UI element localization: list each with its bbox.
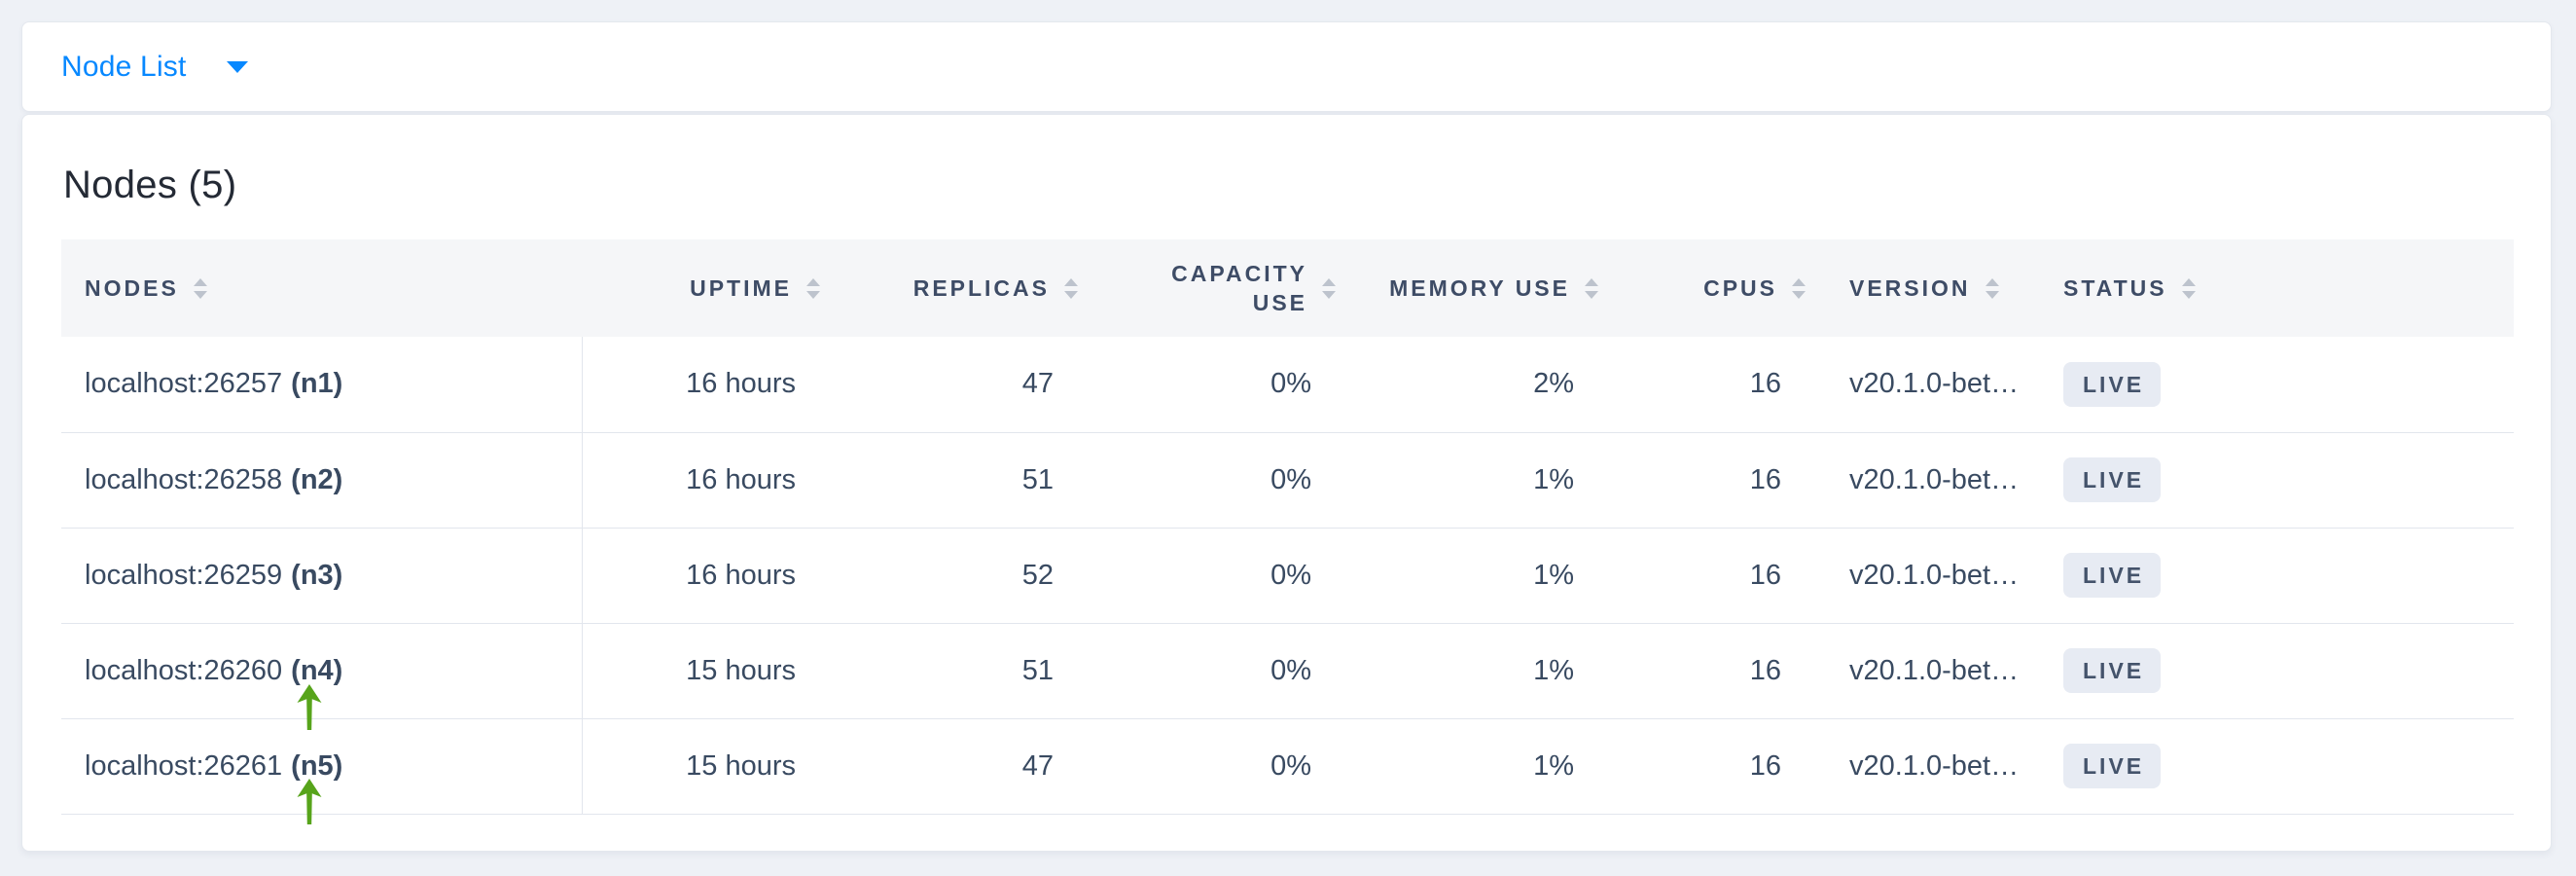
table-row: localhost:26258 (n2) 16 hours 51 0% 1% 16… xyxy=(61,432,2514,529)
column-header-uptime[interactable]: UPTIME xyxy=(582,239,823,337)
cpus-cell: 16 xyxy=(1601,528,1808,624)
cpus-cell: 16 xyxy=(1601,718,1808,815)
table-row: localhost:26259 (n3) 16 hours 52 0% 1% 16… xyxy=(61,528,2514,624)
version-cell: v20.1.0-bet… xyxy=(1808,718,2049,815)
table-row: localhost:26257 (n1) 16 hours 47 0% 2% 16… xyxy=(61,337,2514,433)
sort-icon xyxy=(1322,277,1336,299)
memory-use-cell: 1% xyxy=(1339,432,1601,529)
status-cell: LIVE xyxy=(2049,432,2514,529)
node-id: (n2) xyxy=(291,463,343,495)
capacity-use-cell: 0% xyxy=(1081,432,1339,529)
capacity-use-cell: 0% xyxy=(1081,337,1339,433)
sort-icon xyxy=(2181,277,2196,299)
table-row: localhost:26260 (n4) 15 hours 51 0% 1% 16… xyxy=(61,623,2514,719)
sort-icon xyxy=(1064,277,1078,299)
capacity-use-cell: 0% xyxy=(1081,623,1339,719)
cpus-cell: 16 xyxy=(1601,623,1808,719)
memory-use-cell: 1% xyxy=(1339,623,1601,719)
node-address-cell[interactable]: localhost:26258 (n2) xyxy=(61,432,583,529)
column-header-nodes[interactable]: NODES xyxy=(61,239,582,337)
status-cell: LIVE xyxy=(2049,623,2514,719)
sort-icon xyxy=(1985,277,1999,299)
status-cell: LIVE xyxy=(2049,718,2514,815)
memory-use-cell: 1% xyxy=(1339,718,1601,815)
version-cell: v20.1.0-bet… xyxy=(1808,528,2049,624)
status-badge: LIVE xyxy=(2063,744,2162,788)
node-address-cell[interactable]: localhost:26259 (n3) xyxy=(61,528,583,624)
status-badge: LIVE xyxy=(2063,553,2162,598)
node-address-cell[interactable]: localhost:26257 (n1) xyxy=(61,337,583,433)
status-badge: LIVE xyxy=(2063,648,2162,693)
status-badge: LIVE xyxy=(2063,361,2162,407)
status-cell: LIVE xyxy=(2049,528,2514,624)
column-header-capacity-use[interactable]: CAPACITY USE xyxy=(1081,239,1339,337)
sort-icon xyxy=(193,277,207,299)
replicas-cell: 51 xyxy=(823,623,1081,719)
view-dropdown[interactable]: Node List xyxy=(61,51,249,84)
page-title: Nodes (5) xyxy=(63,164,237,206)
memory-use-cell: 1% xyxy=(1339,528,1601,624)
node-id: (n3) xyxy=(291,559,343,591)
memory-use-cell: 2% xyxy=(1339,337,1601,433)
sort-icon xyxy=(806,277,820,299)
status-badge: LIVE xyxy=(2063,457,2162,502)
sort-icon xyxy=(1792,277,1806,299)
table-row: localhost:26261 (n5) 15 hours 47 0% 1% 16… xyxy=(61,718,2514,815)
status-cell: LIVE xyxy=(2049,337,2514,433)
column-header-memory-use[interactable]: MEMORY USE xyxy=(1339,239,1601,337)
column-header-version[interactable]: VERSION xyxy=(1808,239,2049,337)
column-header-cpus[interactable]: CPUS xyxy=(1601,239,1808,337)
version-cell: v20.1.0-bet… xyxy=(1808,432,2049,529)
sort-icon xyxy=(1585,277,1598,299)
replicas-cell: 47 xyxy=(823,718,1081,815)
column-header-replicas[interactable]: REPLICAS xyxy=(823,239,1081,337)
view-selector-bar: Node List xyxy=(21,21,2552,112)
cpus-cell: 16 xyxy=(1601,337,1808,433)
table-header-row: NODES UPTIME REPLICAS xyxy=(61,239,2514,337)
capacity-use-cell: 0% xyxy=(1081,718,1339,815)
replicas-cell: 51 xyxy=(823,432,1081,529)
node-address-cell[interactable]: localhost:26261 (n5) xyxy=(61,718,583,815)
nodes-card: Nodes (5) NODES UPTIME xyxy=(21,114,2552,852)
replicas-cell: 52 xyxy=(823,528,1081,624)
node-id: (n4) xyxy=(291,654,343,686)
uptime-cell: 16 hours xyxy=(582,432,823,529)
uptime-cell: 16 hours xyxy=(582,528,823,624)
node-id: (n5) xyxy=(291,749,343,782)
version-cell: v20.1.0-bet… xyxy=(1808,623,2049,719)
column-header-status[interactable]: STATUS xyxy=(2049,239,2514,337)
replicas-cell: 47 xyxy=(823,337,1081,433)
node-id: (n1) xyxy=(291,368,343,400)
uptime-cell: 15 hours xyxy=(582,623,823,719)
chevron-down-icon xyxy=(226,60,248,73)
cpus-cell: 16 xyxy=(1601,432,1808,529)
nodes-table: NODES UPTIME REPLICAS xyxy=(61,239,2514,815)
capacity-use-cell: 0% xyxy=(1081,528,1339,624)
uptime-cell: 15 hours xyxy=(582,718,823,815)
view-dropdown-label: Node List xyxy=(61,50,187,83)
uptime-cell: 16 hours xyxy=(582,337,823,433)
node-address-cell[interactable]: localhost:26260 (n4) xyxy=(61,623,583,719)
version-cell: v20.1.0-bet… xyxy=(1808,337,2049,433)
